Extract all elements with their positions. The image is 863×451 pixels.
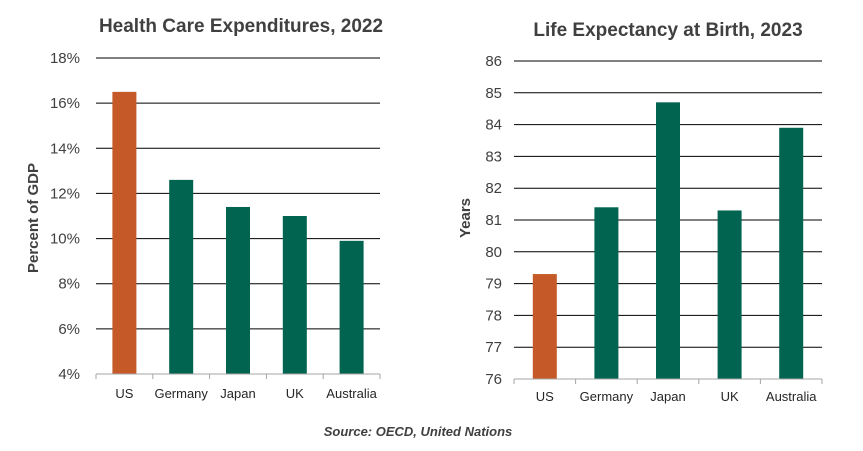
- y-tick-label: 6%: [58, 321, 80, 338]
- source-note: Source: OECD, United Nations: [324, 424, 513, 439]
- y-tick-label: 78: [485, 307, 502, 324]
- y-axis-label: Years: [457, 198, 474, 238]
- bar-uk: [717, 210, 742, 379]
- bar-us: [112, 91, 137, 374]
- y-tick-label: 10%: [50, 231, 80, 248]
- y-tick-label: 85: [485, 85, 502, 102]
- y-tick-label: 16%: [50, 95, 80, 112]
- chart-title: Health Care Expenditures, 2022: [99, 16, 383, 37]
- bar-germany: [594, 207, 619, 379]
- y-tick-label: 14%: [50, 140, 80, 157]
- y-tick-label: 81: [485, 212, 502, 229]
- y-axis-label: Percent of GDP: [25, 163, 42, 273]
- x-tick-label: Australia: [326, 386, 377, 401]
- y-tick-label: 80: [485, 244, 502, 261]
- y-tick-label: 82: [485, 180, 502, 197]
- x-tick-label: US: [536, 389, 554, 404]
- bar-us: [532, 274, 557, 379]
- bar-japan: [226, 206, 250, 374]
- y-tick-label: 77: [485, 339, 502, 356]
- bar-uk: [282, 216, 307, 374]
- health-care-expenditures-chart: Health Care Expenditures, 2022 4% 6% 8% 10% 1…: [25, 16, 383, 401]
- y-tick-label: 76: [485, 371, 502, 388]
- x-tick-label: Japan: [650, 389, 685, 404]
- x-tick-label: Germany: [154, 386, 208, 401]
- life-expectancy-chart: Life Expectancy at Birth, 2023 76 77 78 79 80…: [457, 20, 823, 404]
- bar-australia: [779, 127, 804, 379]
- x-tick-label: Japan: [220, 386, 255, 401]
- y-tick-label: 79: [485, 276, 502, 293]
- y-tick-label: 83: [485, 148, 502, 165]
- x-tick-label: UK: [721, 389, 739, 404]
- bar-japan: [656, 102, 680, 379]
- bar-australia: [339, 240, 364, 374]
- chart-title: Life Expectancy at Birth, 2023: [533, 20, 802, 41]
- y-tick-label: 4%: [58, 366, 80, 383]
- y-tick-label: 8%: [58, 276, 80, 293]
- bar-germany: [169, 179, 194, 374]
- x-tick-label: US: [115, 386, 133, 401]
- y-tick-label: 86: [485, 53, 502, 70]
- y-tick-label: 18%: [50, 50, 80, 67]
- y-tick-label: 12%: [50, 185, 80, 202]
- y-tick-label: 84: [485, 117, 502, 134]
- x-tick-label: Australia: [766, 389, 817, 404]
- x-tick-label: UK: [286, 386, 304, 401]
- x-tick-label: Germany: [580, 389, 634, 404]
